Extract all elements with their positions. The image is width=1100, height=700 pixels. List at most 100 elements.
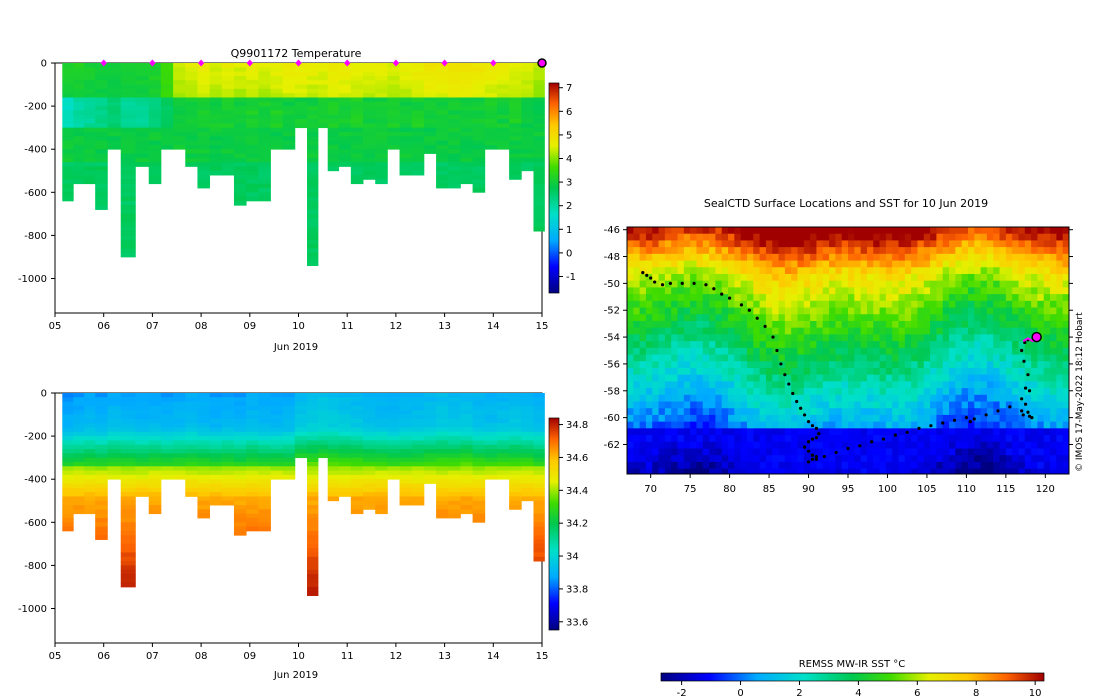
sst-cell	[854, 233, 862, 241]
sst-cell	[1043, 247, 1051, 255]
temperature-cell	[120, 71, 136, 77]
temperature-cell	[496, 140, 510, 146]
temperature-cell	[350, 101, 364, 107]
sst-cell	[690, 320, 697, 329]
temperature-cell	[327, 140, 340, 146]
salinity-cell	[375, 483, 388, 489]
temperature-cell	[472, 97, 486, 103]
temperature-cell	[436, 106, 449, 111]
sst-cell	[728, 361, 735, 369]
temperature-cell	[95, 175, 108, 180]
sst-cell	[942, 327, 950, 335]
track-point	[952, 418, 957, 422]
sst-cell	[816, 287, 824, 295]
salinity-cell	[338, 410, 352, 415]
sst-cell	[1037, 287, 1045, 295]
sst-cell	[942, 408, 950, 416]
temperature-cell	[173, 127, 186, 133]
salinity-cell	[521, 393, 534, 398]
temperature-cell	[173, 136, 186, 141]
sst-cell	[765, 327, 773, 335]
sst-cell	[683, 408, 691, 416]
sst-cell	[1043, 401, 1051, 409]
temperature-cell	[411, 63, 425, 68]
temperature-cell	[307, 183, 319, 189]
temperature-cell	[496, 93, 510, 98]
temperature-cell	[375, 63, 388, 68]
temperature-cell	[375, 179, 388, 185]
salinity-cell	[533, 552, 545, 558]
sst-cell	[645, 441, 653, 449]
sst-cell	[892, 260, 900, 268]
sst-cell	[734, 227, 742, 235]
salinity-cell	[460, 492, 474, 497]
daily-marker	[100, 59, 107, 67]
sst-cell	[1056, 327, 1064, 335]
salinity-cell	[411, 474, 425, 480]
sst-cell	[1050, 341, 1057, 349]
salinity-cell	[521, 436, 534, 441]
sst-cell	[702, 367, 710, 376]
sst-cell	[690, 267, 697, 275]
sst-cell	[778, 455, 786, 463]
temperature-cell	[107, 127, 122, 133]
sst-cell	[709, 300, 716, 309]
sst-cell	[993, 354, 1001, 362]
salinity-cell	[350, 479, 364, 484]
sst-cell	[942, 421, 950, 429]
sst-cell	[841, 327, 849, 335]
sst-cell	[633, 374, 641, 382]
temperature-cell	[533, 93, 545, 98]
sst-cell	[1018, 334, 1026, 342]
sst-cell	[1031, 347, 1038, 356]
track-point	[668, 281, 673, 285]
sst-cell	[633, 361, 641, 369]
salinity-cell	[509, 453, 522, 459]
sst-cell	[930, 294, 937, 302]
sst-cell	[677, 294, 685, 302]
sst-cell	[942, 354, 950, 362]
sst-cell	[709, 273, 716, 282]
salinity-cell	[460, 457, 474, 463]
sst-cell	[1024, 300, 1032, 309]
sst-cell	[1018, 273, 1026, 282]
temperature-cell	[338, 101, 352, 107]
salinity-cell	[496, 397, 510, 403]
sst-cell	[652, 401, 660, 409]
temperature-cell	[436, 162, 449, 167]
salinity-cell	[95, 466, 108, 471]
salinity-cell	[448, 492, 461, 497]
temperature-cell	[246, 196, 259, 202]
salinity-cell	[411, 444, 425, 450]
salinity-cell	[120, 453, 136, 459]
sst-cell	[765, 435, 773, 443]
sst-cell	[1037, 381, 1045, 389]
sst-cell	[955, 287, 963, 295]
sst-cell	[999, 314, 1007, 322]
temperature-cell	[62, 192, 74, 198]
salinity-cell	[173, 444, 186, 450]
temperature-cell	[436, 110, 449, 116]
sst-cell	[728, 354, 735, 362]
salinity-cell	[484, 397, 498, 403]
sst-cell	[784, 334, 792, 342]
sst-cell	[986, 361, 994, 369]
salinity-cell	[233, 401, 247, 407]
sst-cell	[810, 428, 817, 436]
sst-cell	[652, 287, 660, 295]
temperature-cell	[233, 119, 247, 124]
sst-cell	[652, 227, 660, 235]
sst-cell	[936, 227, 944, 235]
sst-cell	[803, 461, 811, 470]
sst-cell	[999, 461, 1007, 470]
salinity-cell	[350, 466, 364, 471]
sst-cell	[778, 294, 786, 302]
sst-cell	[746, 448, 754, 456]
temperature-cell	[338, 88, 352, 94]
salinity-cell	[533, 393, 545, 398]
temperature-cell	[173, 101, 186, 107]
sst-cell	[1043, 354, 1051, 362]
sst-cell	[999, 267, 1007, 275]
sst-cell	[702, 448, 710, 456]
salinity-cell	[282, 401, 296, 407]
